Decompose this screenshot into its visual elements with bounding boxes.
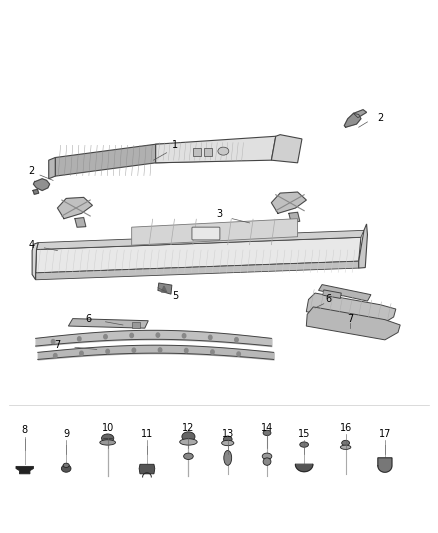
Ellipse shape bbox=[300, 442, 308, 447]
Ellipse shape bbox=[223, 436, 232, 442]
Polygon shape bbox=[68, 319, 148, 328]
Polygon shape bbox=[272, 135, 302, 163]
Text: 12: 12 bbox=[182, 423, 194, 433]
Text: 8: 8 bbox=[21, 425, 28, 435]
FancyBboxPatch shape bbox=[192, 227, 220, 240]
Polygon shape bbox=[132, 219, 297, 245]
Text: 9: 9 bbox=[63, 429, 69, 439]
Ellipse shape bbox=[218, 147, 229, 155]
Polygon shape bbox=[161, 286, 166, 292]
Text: 15: 15 bbox=[298, 429, 311, 439]
Circle shape bbox=[158, 348, 162, 352]
Circle shape bbox=[53, 353, 57, 358]
Text: 2: 2 bbox=[378, 112, 384, 123]
Circle shape bbox=[80, 351, 83, 356]
Bar bbox=[132, 322, 141, 328]
Ellipse shape bbox=[340, 445, 351, 449]
Text: 4: 4 bbox=[28, 240, 34, 250]
Ellipse shape bbox=[263, 458, 271, 465]
Circle shape bbox=[104, 335, 107, 339]
Circle shape bbox=[184, 349, 188, 353]
Ellipse shape bbox=[180, 439, 197, 445]
Polygon shape bbox=[289, 212, 300, 222]
Text: 11: 11 bbox=[141, 429, 153, 439]
Text: 2: 2 bbox=[28, 166, 34, 176]
Bar bbox=[204, 149, 212, 156]
Circle shape bbox=[237, 352, 240, 356]
Polygon shape bbox=[306, 307, 400, 340]
Polygon shape bbox=[35, 261, 359, 280]
Polygon shape bbox=[295, 464, 313, 472]
Text: 14: 14 bbox=[261, 423, 273, 433]
Polygon shape bbox=[32, 243, 38, 280]
Ellipse shape bbox=[262, 453, 272, 459]
Text: 10: 10 bbox=[102, 423, 114, 433]
Polygon shape bbox=[272, 192, 306, 213]
Ellipse shape bbox=[342, 440, 350, 446]
Circle shape bbox=[78, 337, 81, 341]
Text: 17: 17 bbox=[379, 429, 391, 439]
Ellipse shape bbox=[224, 450, 232, 465]
Polygon shape bbox=[353, 110, 367, 118]
Text: 7: 7 bbox=[54, 340, 60, 350]
Polygon shape bbox=[49, 158, 55, 179]
Circle shape bbox=[182, 334, 186, 338]
Polygon shape bbox=[33, 179, 49, 190]
Polygon shape bbox=[16, 466, 33, 474]
Ellipse shape bbox=[61, 465, 71, 472]
Polygon shape bbox=[36, 230, 364, 249]
Text: 6: 6 bbox=[85, 313, 91, 324]
Polygon shape bbox=[378, 458, 392, 472]
Ellipse shape bbox=[184, 453, 193, 459]
Polygon shape bbox=[318, 285, 371, 301]
Polygon shape bbox=[155, 142, 250, 163]
Polygon shape bbox=[35, 237, 361, 273]
Polygon shape bbox=[139, 464, 155, 474]
Polygon shape bbox=[323, 290, 341, 298]
Polygon shape bbox=[33, 189, 39, 194]
Polygon shape bbox=[57, 197, 92, 219]
Polygon shape bbox=[359, 224, 367, 268]
Text: 16: 16 bbox=[339, 423, 352, 433]
Circle shape bbox=[208, 335, 212, 340]
Ellipse shape bbox=[182, 432, 195, 441]
Text: 5: 5 bbox=[172, 291, 178, 301]
Circle shape bbox=[106, 349, 110, 353]
Text: 3: 3 bbox=[216, 209, 222, 220]
Text: 1: 1 bbox=[172, 140, 178, 150]
Circle shape bbox=[132, 348, 136, 352]
Ellipse shape bbox=[100, 440, 116, 445]
Polygon shape bbox=[344, 114, 361, 127]
Polygon shape bbox=[75, 217, 86, 227]
Bar bbox=[193, 149, 201, 156]
Polygon shape bbox=[55, 144, 155, 176]
Text: 6: 6 bbox=[325, 294, 331, 304]
Text: 7: 7 bbox=[347, 313, 353, 324]
Ellipse shape bbox=[263, 430, 271, 435]
Circle shape bbox=[156, 333, 159, 337]
Ellipse shape bbox=[63, 463, 69, 467]
Circle shape bbox=[211, 350, 214, 354]
Circle shape bbox=[51, 340, 55, 344]
Polygon shape bbox=[158, 283, 172, 294]
Ellipse shape bbox=[222, 440, 234, 446]
Ellipse shape bbox=[102, 434, 114, 442]
Polygon shape bbox=[155, 136, 276, 163]
Text: 13: 13 bbox=[222, 429, 234, 439]
Circle shape bbox=[130, 333, 134, 337]
Polygon shape bbox=[306, 293, 396, 325]
Circle shape bbox=[235, 337, 238, 342]
